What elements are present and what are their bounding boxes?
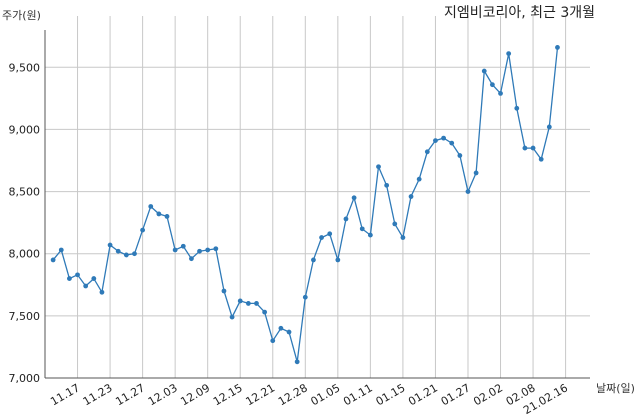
- price-point: [67, 276, 72, 281]
- grid: [45, 16, 590, 378]
- x-tick-label: 11.23: [81, 381, 115, 408]
- price-point: [319, 235, 324, 240]
- axes: [44, 30, 590, 379]
- price-point: [132, 251, 137, 257]
- price-point: [506, 51, 512, 57]
- price-point: [473, 170, 479, 176]
- y-tick-label: 9,500: [9, 61, 41, 74]
- price-point: [99, 289, 105, 295]
- price-point: [205, 247, 211, 253]
- x-tick-label: 01.11: [341, 381, 375, 408]
- x-tick-label: 12.21: [243, 381, 277, 408]
- x-tick-label: 11.27: [113, 381, 147, 408]
- x-tick-label: 12.28: [276, 381, 310, 408]
- price-point: [530, 145, 536, 151]
- price-point: [50, 257, 56, 263]
- x-tick-label: 11.17: [48, 381, 82, 408]
- price-point: [359, 226, 365, 232]
- price-point: [351, 195, 357, 201]
- price-point: [489, 82, 495, 88]
- price-point: [237, 298, 243, 304]
- price-point: [254, 301, 259, 306]
- x-tick-label: 01.27: [439, 381, 473, 408]
- price-point: [107, 242, 113, 248]
- price-point: [197, 248, 202, 254]
- y-tick-label: 8,000: [9, 248, 41, 261]
- price-point: [555, 45, 560, 50]
- price-point: [286, 329, 292, 335]
- price-point: [302, 294, 308, 300]
- price-point: [465, 189, 471, 194]
- price-point: [83, 283, 89, 289]
- price-point: [400, 235, 406, 240]
- price-point: [278, 325, 284, 331]
- price-point: [140, 227, 146, 233]
- price-point: [115, 248, 121, 254]
- y-tick-label: 7,500: [9, 310, 41, 323]
- price-point: [75, 272, 80, 278]
- price-point: [294, 359, 300, 365]
- chart-title: 지엠비코리아, 최근 3개월: [444, 5, 595, 21]
- price-point: [156, 211, 162, 217]
- y-tick-label: 8,500: [9, 186, 41, 199]
- y-tick-label: 9,000: [9, 123, 41, 136]
- price-point: [498, 90, 503, 96]
- price-point: [384, 182, 390, 188]
- price-point: [367, 232, 373, 238]
- price-point: [522, 145, 528, 151]
- price-point: [457, 153, 463, 158]
- price-point: [172, 247, 178, 253]
- price-series: [50, 45, 560, 365]
- price-point: [148, 204, 154, 209]
- x-tick-label: 02.02: [471, 381, 505, 408]
- price-point: [441, 135, 446, 141]
- x-tick-label: 01.21: [406, 381, 440, 408]
- price-point: [262, 309, 268, 315]
- price-point: [408, 194, 414, 199]
- price-point: [416, 176, 422, 182]
- x-axis-label: 날짜(일): [596, 381, 635, 395]
- price-point: [245, 301, 251, 306]
- price-point: [58, 247, 64, 253]
- price-point: [213, 246, 219, 252]
- price-point: [270, 338, 276, 344]
- x-tick-label: 12.09: [178, 381, 212, 408]
- price-point: [424, 149, 430, 155]
- price-point: [91, 276, 97, 281]
- y-tick-labels: 7,000 7,500 8,000 8,500 9,000 9,500: [9, 61, 41, 385]
- price-point: [221, 288, 227, 294]
- x-tick-label: 12.15: [211, 381, 245, 408]
- price-point: [514, 105, 520, 111]
- price-point: [392, 221, 398, 227]
- price-point: [189, 256, 194, 262]
- y-tick-label: 7,000: [9, 372, 41, 385]
- x-tick-label: 01.05: [309, 381, 343, 408]
- price-point: [343, 216, 349, 222]
- price-point: [546, 124, 552, 130]
- price-point: [311, 257, 316, 263]
- x-tick-label: 01.15: [374, 381, 408, 408]
- price-point: [376, 164, 381, 170]
- price-point: [335, 257, 341, 263]
- price-point: [538, 156, 544, 162]
- x-tick-labels: 11.1711.2311.2712.0312.0912.1512.2112.28…: [48, 381, 570, 417]
- price-point: [123, 252, 129, 258]
- y-axis-label: 주가(원): [2, 9, 41, 22]
- price-point: [229, 314, 235, 320]
- price-point: [449, 140, 455, 146]
- price-point: [327, 231, 333, 237]
- price-point: [180, 243, 186, 249]
- price-point: [164, 214, 170, 219]
- x-tick-label: 12.03: [146, 381, 180, 408]
- price-point: [481, 68, 487, 74]
- price-point: [433, 138, 438, 144]
